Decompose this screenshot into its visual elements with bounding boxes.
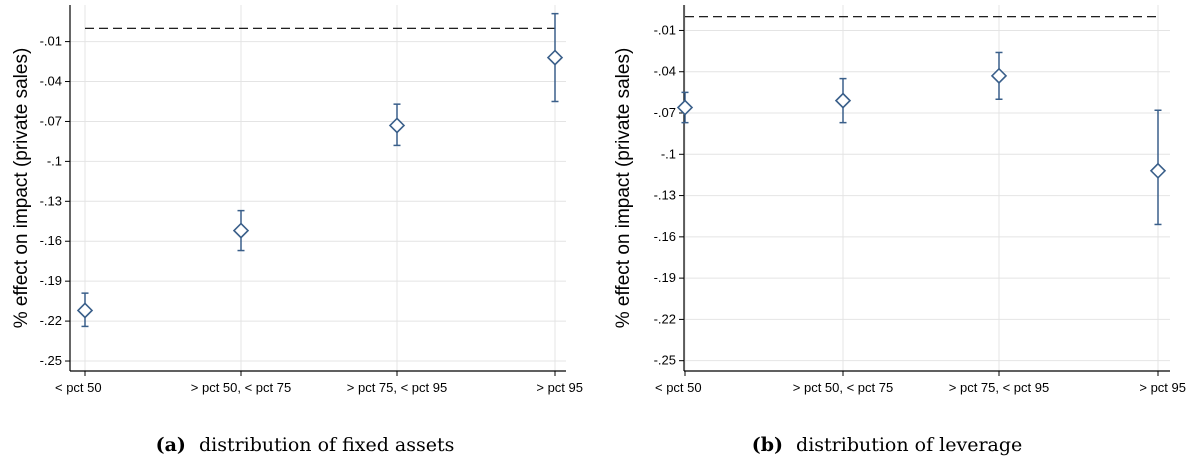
y-tick-label: -.25 <box>40 353 62 368</box>
y-tick-label: -.07 <box>654 105 676 120</box>
y-tick-label: -.22 <box>654 311 676 326</box>
markers-b <box>676 51 1167 226</box>
point-estimate-diamond <box>990 67 1008 84</box>
y-axis-title-a: % effect on impact (private sales) <box>11 48 32 329</box>
y-tick-label: -.07 <box>40 113 62 128</box>
grid-a <box>70 5 566 371</box>
caption-tag-a: (a) <box>156 434 186 456</box>
caption-b: (b) distribution of leverage <box>752 434 1023 456</box>
y-tick-label: -.01 <box>654 22 676 37</box>
y-tick-label: -.19 <box>40 273 62 288</box>
x-tick-label: < pct 50 <box>55 380 102 395</box>
caption-text-a: distribution of fixed assets <box>199 434 454 456</box>
panel-a: -.01 -.04 -.07 -.1 -.13 -.16 -.19 -.22 -.25 < pct… <box>11 5 583 456</box>
x-tick-label: > pct 95 <box>1139 380 1186 395</box>
axes-b: -.01 -.04 -.07 -.1 -.13 -.16 -.19 -.22 -.25 < pct… <box>654 5 1186 395</box>
caption-tag-b: (b) <box>752 434 783 456</box>
y-tick-label: -.1 <box>47 153 62 168</box>
y-axis-title-b: % effect on impact (private sales) <box>613 48 634 329</box>
x-tick-label: > pct 75, < pct 95 <box>949 380 1049 395</box>
axes-a: -.01 -.04 -.07 -.1 -.13 -.16 -.19 -.22 -.25 < pct… <box>40 5 583 395</box>
point-estimate-diamond <box>1149 162 1167 179</box>
caption-a: (a) distribution of fixed assets <box>156 434 455 456</box>
y-tick-label: -.19 <box>654 270 676 285</box>
y-tick-label: -.01 <box>40 34 62 49</box>
plot-area-a <box>70 5 566 371</box>
y-tick-label: -.16 <box>654 229 676 244</box>
plot-area-b <box>684 5 1170 371</box>
y-tick-label: -.04 <box>654 64 676 79</box>
point-estimate-diamond <box>676 99 694 116</box>
y-tick-label: -.22 <box>40 313 62 328</box>
x-tick-label: > pct 50, < pct 75 <box>793 380 893 395</box>
markers-a <box>76 12 564 328</box>
point-estimate-diamond <box>834 92 852 109</box>
caption-text-b: distribution of leverage <box>796 434 1022 456</box>
point-estimate-diamond <box>388 117 406 134</box>
x-tick-label: > pct 50, < pct 75 <box>191 380 291 395</box>
y-tick-label: -.16 <box>40 233 62 248</box>
panel-b: -.01 -.04 -.07 -.1 -.13 -.16 -.19 -.22 -.25 < pct… <box>613 5 1186 456</box>
x-tick-label: < pct 50 <box>655 380 702 395</box>
y-tick-label: -.04 <box>40 74 62 89</box>
point-estimate-diamond <box>546 49 564 66</box>
y-tick-label: -.1 <box>661 146 676 161</box>
y-tick-label: -.13 <box>654 188 676 203</box>
y-tick-label: -.13 <box>40 193 62 208</box>
x-tick-label: > pct 95 <box>536 380 583 395</box>
x-tick-label: > pct 75, < pct 95 <box>347 380 447 395</box>
point-estimate-diamond <box>76 302 94 319</box>
point-estimate-diamond <box>232 222 250 239</box>
y-tick-label: -.25 <box>654 353 676 368</box>
